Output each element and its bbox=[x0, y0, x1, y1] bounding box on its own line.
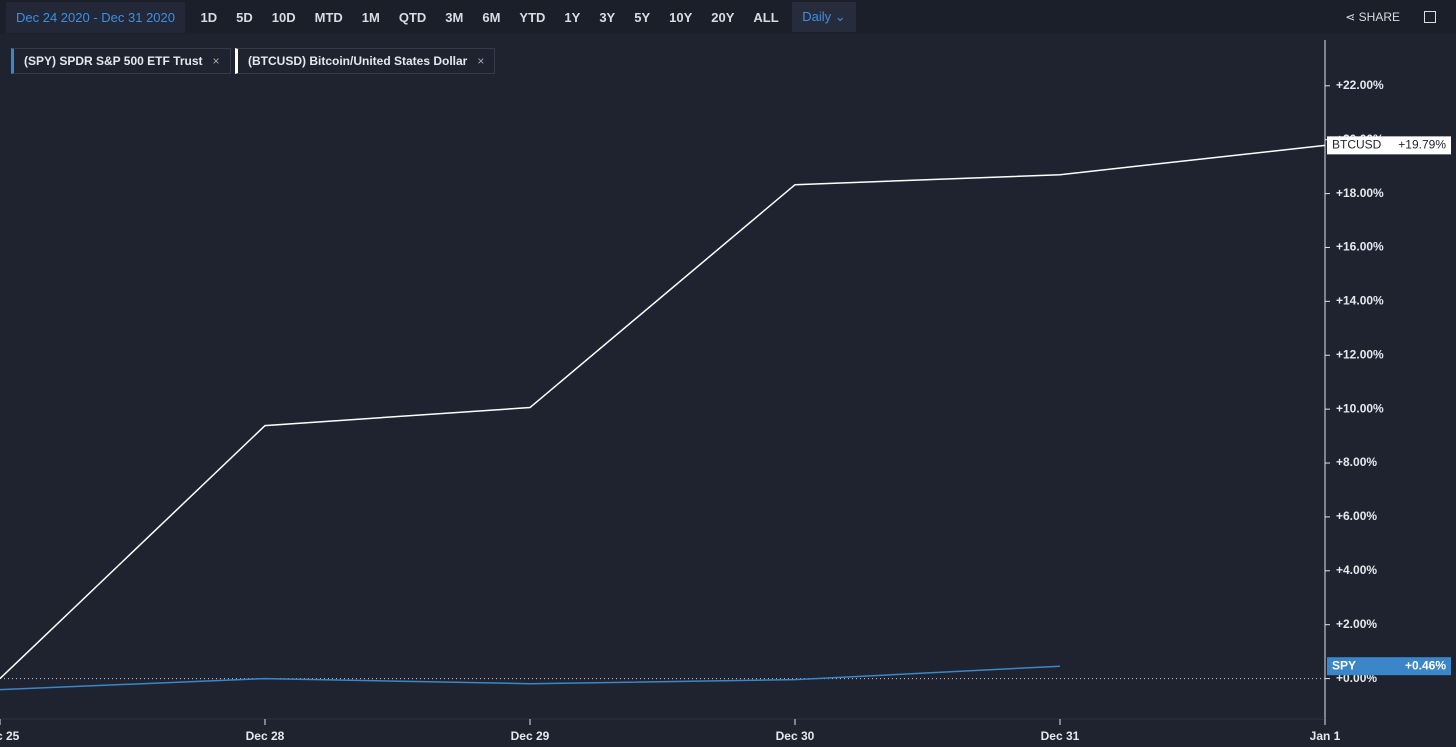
price-tag-box bbox=[1327, 136, 1451, 155]
range-button[interactable]: 1D bbox=[200, 9, 218, 25]
range-button[interactable]: 3Y bbox=[599, 9, 616, 25]
price-tag: BTCUSD +19.79% bbox=[1327, 136, 1451, 155]
range-button[interactable]: 20Y bbox=[711, 9, 735, 25]
series-line bbox=[0, 665, 1061, 691]
range-button[interactable]: 3M bbox=[445, 9, 464, 25]
y-tick-label: +18.00% bbox=[1336, 186, 1384, 200]
range-button[interactable]: YTD bbox=[519, 9, 546, 25]
range-buttons: 1D 5D 10D MTD 1M QTD 3M 6M YTD 1Y 3Y 5Y 10Y 20Y ALL bbox=[191, 10, 788, 25]
price-tag-box bbox=[1327, 657, 1451, 676]
range-button[interactable]: 1Y bbox=[564, 9, 581, 25]
share-label: SHARE bbox=[1358, 10, 1400, 24]
range-button[interactable]: 1M bbox=[361, 9, 380, 25]
date-range[interactable]: Dec 24 2020 - Dec 31 2020 bbox=[6, 1, 185, 33]
x-tick-label: Dec 25 bbox=[0, 729, 20, 743]
y-tick-label: +22.00% bbox=[1336, 78, 1384, 92]
interval-label: Daily bbox=[802, 9, 832, 24]
price-tag-value: +0.46% bbox=[1405, 658, 1446, 672]
y-tick-label: +4.00% bbox=[1336, 563, 1377, 577]
range-button[interactable]: 5Y bbox=[634, 9, 651, 25]
range-button[interactable]: 10Y bbox=[669, 9, 693, 25]
range-button[interactable]: ALL bbox=[753, 9, 779, 25]
legend-chip[interactable]: (SPY) SPDR S&P 500 ETF Trust × bbox=[11, 48, 231, 74]
y-tick-label: +8.00% bbox=[1336, 455, 1377, 469]
x-tick-label: Dec 30 bbox=[776, 729, 815, 743]
price-tag-name: BTCUSD bbox=[1332, 138, 1382, 152]
range-button[interactable]: MTD bbox=[314, 9, 343, 25]
y-tick-label: +6.00% bbox=[1336, 509, 1377, 523]
price-tag: SPY +0.46% bbox=[1327, 657, 1451, 676]
range-button[interactable]: 10D bbox=[271, 9, 296, 25]
range-button[interactable]: 5D bbox=[236, 9, 253, 25]
y-tick-label: +2.00% bbox=[1336, 617, 1377, 631]
share-button[interactable]: ⋖ SHARE bbox=[1345, 10, 1400, 24]
legend-label: (BTCUSD) Bitcoin/United States Dollar bbox=[248, 54, 468, 68]
legend-label: (SPY) SPDR S&P 500 ETF Trust bbox=[24, 54, 203, 68]
x-tick-label: Dec 29 bbox=[511, 729, 550, 743]
y-tick-label: +16.00% bbox=[1336, 240, 1384, 254]
x-tick-label: Dec 28 bbox=[246, 729, 285, 743]
toolbar: Dec 24 2020 - Dec 31 2020 1D 5D 10D MTD 1M QT… bbox=[0, 0, 1456, 34]
interval-dropdown[interactable]: Daily ⌄ bbox=[792, 2, 856, 32]
y-tick-label: +12.00% bbox=[1336, 347, 1384, 361]
expand-button[interactable] bbox=[1424, 11, 1436, 23]
legend-chip[interactable]: (BTCUSD) Bitcoin/United States Dollar × bbox=[235, 48, 496, 74]
x-tick-label: Dec 31 bbox=[1041, 729, 1080, 743]
price-tag-value: +19.79% bbox=[1398, 138, 1446, 152]
series-line bbox=[0, 144, 1326, 680]
y-tick-label: +14.00% bbox=[1336, 294, 1384, 308]
range-button[interactable]: 6M bbox=[482, 9, 501, 25]
x-tick-label: Jan 1 bbox=[1310, 729, 1341, 743]
price-tag-name: SPY bbox=[1332, 658, 1356, 672]
y-tick-label: +10.00% bbox=[1336, 401, 1384, 415]
range-button[interactable]: QTD bbox=[398, 9, 427, 25]
